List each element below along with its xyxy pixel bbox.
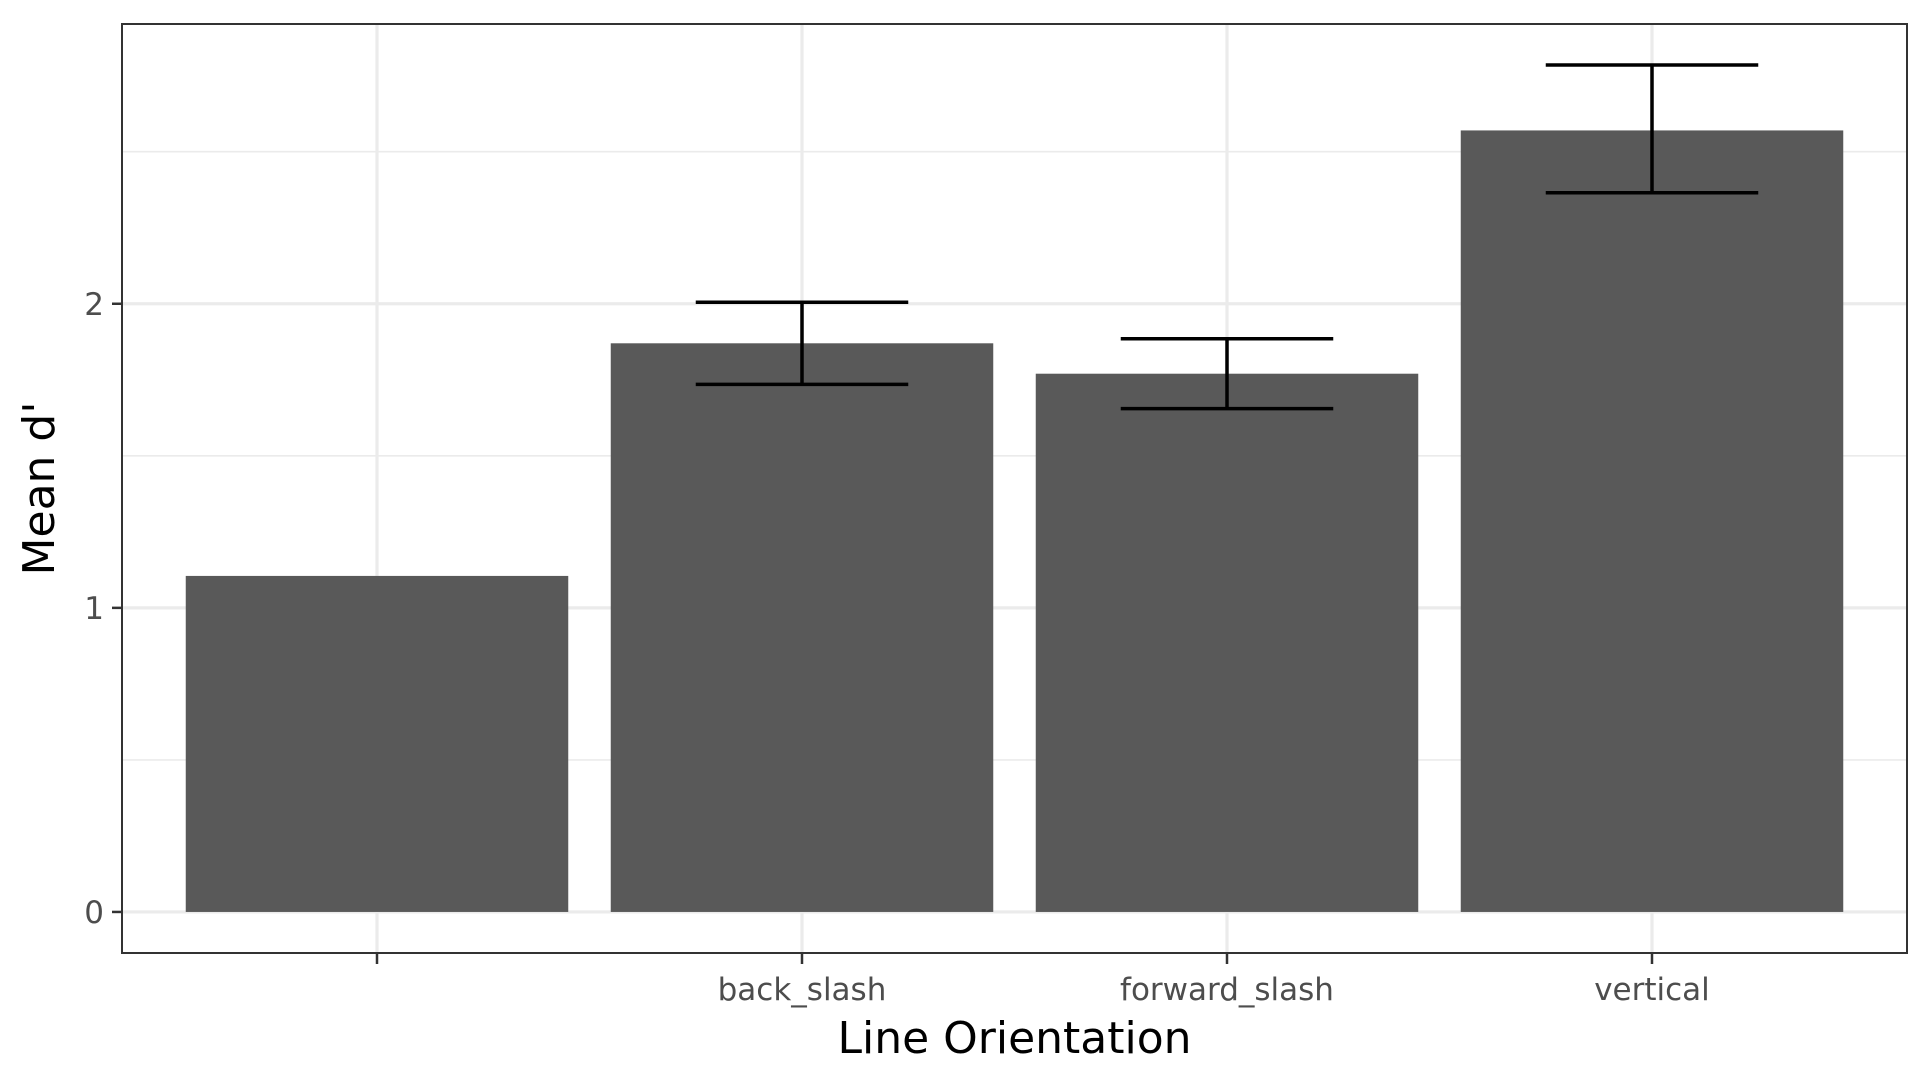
x-axis-title: Line Orientation bbox=[837, 1013, 1191, 1064]
bar-vertical bbox=[1460, 130, 1844, 912]
panel-border bbox=[121, 23, 1908, 954]
bar-forward_slash bbox=[1035, 373, 1419, 912]
x-tick-label: vertical bbox=[1594, 972, 1710, 1008]
x-tick-label: forward_slash bbox=[1120, 972, 1334, 1008]
errorbar-back_slash bbox=[695, 300, 909, 387]
bar-back_slash bbox=[610, 343, 994, 912]
errorbar-vertical bbox=[1545, 63, 1759, 195]
y-tick-label: 1 bbox=[84, 591, 104, 627]
errorbar-forward_slash bbox=[1120, 336, 1334, 411]
bar-blank bbox=[185, 575, 569, 912]
y-axis-title: Mean d' bbox=[14, 402, 65, 576]
x-tick-label: back_slash bbox=[718, 972, 887, 1008]
x-axis: back_slash forward_slash vertical bbox=[375, 953, 1710, 1008]
y-axis: 0 1 2 bbox=[84, 287, 122, 931]
y-tick-label: 0 bbox=[84, 895, 104, 931]
y-tick-label: 2 bbox=[84, 287, 104, 323]
errorbars-layer bbox=[695, 63, 1759, 411]
bars-layer bbox=[185, 130, 1844, 912]
